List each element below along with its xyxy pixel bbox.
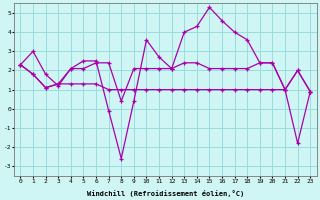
X-axis label: Windchill (Refroidissement éolien,°C): Windchill (Refroidissement éolien,°C) (87, 190, 244, 197)
